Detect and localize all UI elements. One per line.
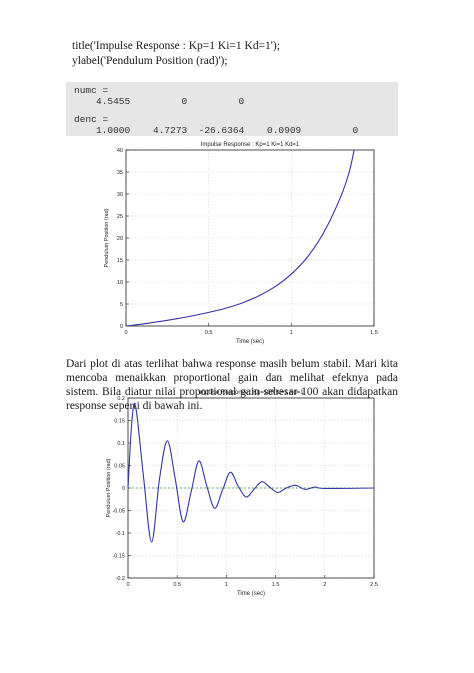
- y-tick-label: 0.2: [117, 396, 125, 402]
- chart-title: Impulse Response : Kp=1 Ki=1 Kd=1: [201, 142, 300, 148]
- numc-values: 4.5455 0 0: [96, 96, 245, 107]
- x-tick-label: 1.5: [370, 330, 378, 336]
- denc-label: denc =: [74, 114, 109, 125]
- x-axis-label: Time (sec): [236, 339, 264, 345]
- y-axis-label: Pendulum Position (rad): [104, 208, 110, 267]
- x-tick-label: 1.5: [272, 582, 280, 588]
- y-tick-label: 0.15: [114, 419, 125, 425]
- y-tick-label: 0: [122, 486, 125, 492]
- y-tick-label: 5: [120, 302, 123, 308]
- chart-title: Impulse Response : Kp=100 Ki=1 Kd=1: [198, 390, 304, 396]
- y-tick-label: 35: [117, 170, 123, 176]
- y-tick-label: 0.05: [114, 464, 125, 470]
- numc-label: numc =: [74, 85, 109, 96]
- y-tick-label: -0.2: [116, 576, 125, 582]
- x-tick-label: 2.5: [370, 582, 378, 588]
- chart-svg-2: Impulse Response : Kp=100 Ki=1 Kd=1 Pendu…: [106, 390, 378, 597]
- y-tick-label: 30: [117, 192, 123, 198]
- y-tick-label: -0.15: [112, 554, 125, 560]
- x-tick-label: 0.5: [205, 330, 213, 336]
- series-line-1: [125, 149, 355, 327]
- y-tick-label: 0.1: [117, 441, 125, 447]
- x-axis-label: Time (sec): [237, 591, 265, 597]
- y-tick-label: -0.1: [116, 531, 125, 537]
- y-tick-label: 0: [120, 324, 123, 330]
- plot-impulse-response-kp1: Impulse Response : Kp=1 Ki=1 Kd=1 Pendulu…: [98, 140, 388, 345]
- console-output-denc: denc = 1.0000 4.7273 -26.6364 0.0909 0: [66, 112, 398, 136]
- plot-impulse-response-kp100: Impulse Response : Kp=100 Ki=1 Kd=1 Pendu…: [102, 386, 392, 604]
- y-tick-label: 25: [117, 214, 123, 220]
- x-tick-label: 1: [225, 582, 228, 588]
- y-axis-label: Pendulum Position (rad): [106, 458, 112, 517]
- series-line-2: [127, 403, 375, 543]
- y-tick-label: -0.05: [112, 509, 125, 515]
- y-tick-label: 15: [117, 258, 123, 264]
- body-paragraph: Dari plot di atas terlihat bahwa respons…: [66, 357, 398, 412]
- y-tick-label: 20: [117, 236, 123, 242]
- x-tick-label: 0: [126, 582, 129, 588]
- code-line-ylabel: ylabel('Pendulum Position (rad)');: [72, 55, 228, 67]
- y-tick-label: 40: [117, 148, 123, 154]
- x-tick-label: 1: [290, 330, 293, 336]
- x-tick-label: 0: [124, 330, 127, 336]
- x-tick-label: 0.5: [173, 582, 181, 588]
- code-line-title: title('Impulse Response : Kp=1 Ki=1 Kd=1…: [72, 40, 280, 52]
- denc-values: 1.0000 4.7273 -26.6364 0.0909 0: [96, 125, 359, 136]
- x-tick-label: 2: [323, 582, 326, 588]
- plot-frame: [125, 149, 375, 327]
- y-tick-label: 10: [117, 280, 123, 286]
- chart-svg-1: Impulse Response : Kp=1 Ki=1 Kd=1 Pendulu…: [104, 142, 378, 345]
